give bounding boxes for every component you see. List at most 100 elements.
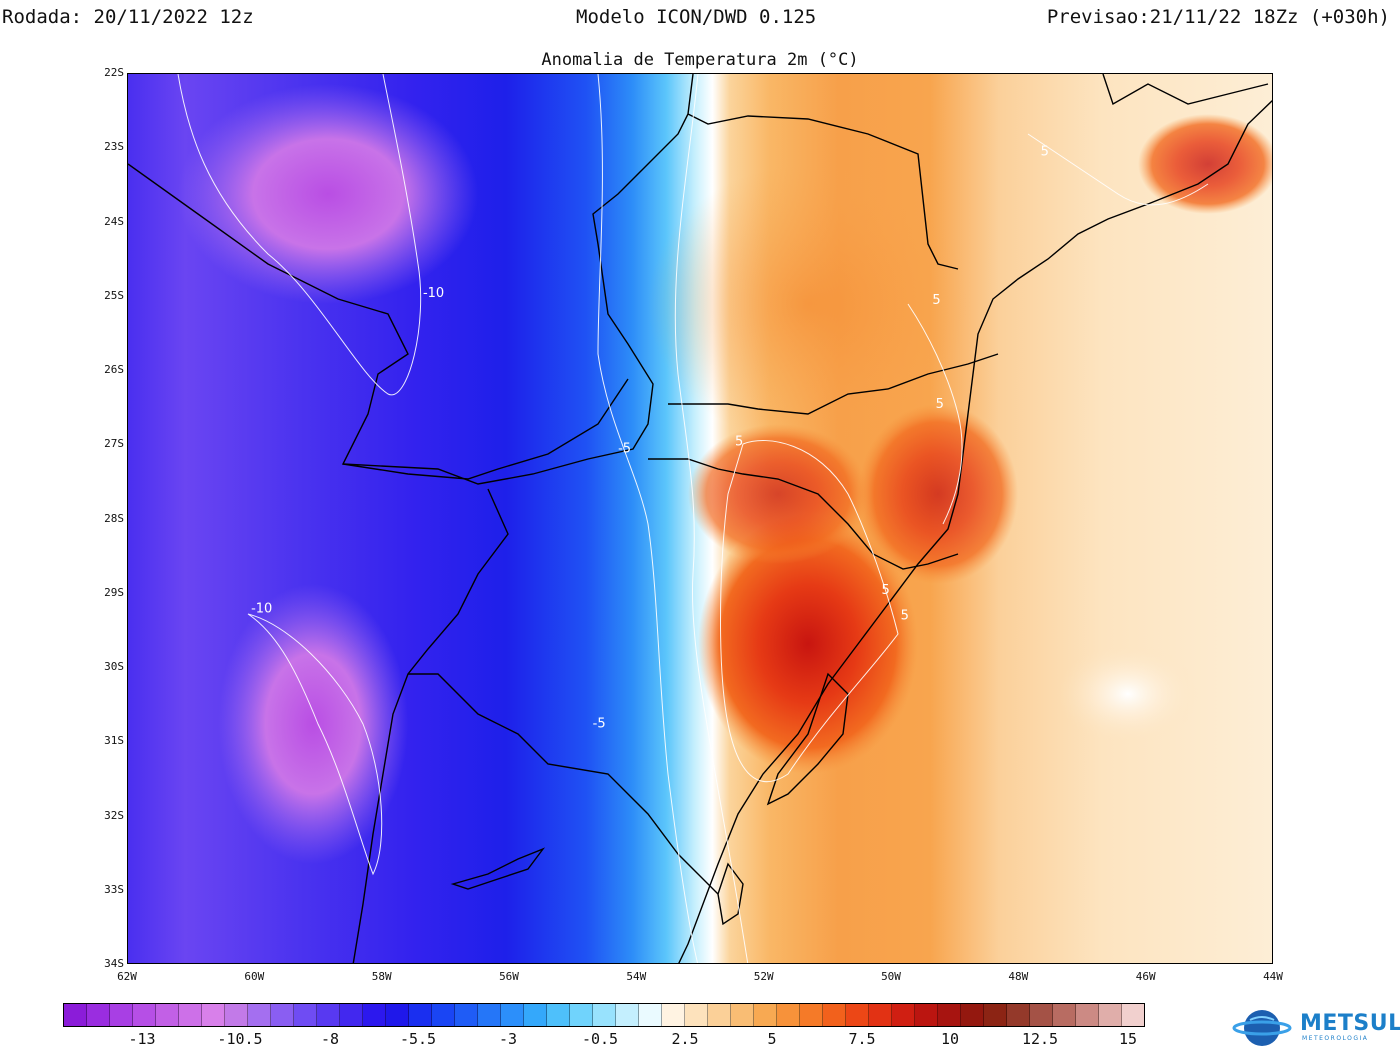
colorbar	[63, 1003, 1145, 1027]
colorbar-cell	[892, 1004, 915, 1026]
colorbar-tick-label: 7.5	[848, 1030, 876, 1048]
colorbar-cell	[662, 1004, 685, 1026]
globe-icon	[1232, 1010, 1292, 1046]
colorbar-cell	[547, 1004, 570, 1026]
anomaly-map: -10 -10 -5 -5 5 5 5 5 5 5	[127, 73, 1273, 964]
cold-core-north	[178, 84, 478, 304]
contour-label: 5	[735, 434, 743, 449]
contour-plus5-coast	[907, 303, 963, 525]
lat-tick-label: 31S	[104, 734, 124, 748]
colorbar-tick-label: 2.5	[671, 1030, 699, 1048]
colorbar-cell	[731, 1004, 754, 1026]
lat-tick-label: 32S	[104, 808, 124, 822]
lat-tick-label: 23S	[104, 140, 124, 154]
colorbar-cell	[754, 1004, 777, 1026]
contour-label: 5	[1041, 145, 1049, 160]
forecast-time-label: Previsao:21/11/22 18Zz (+030h)	[1046, 6, 1390, 28]
colorbar-cell	[271, 1004, 294, 1026]
warm-core-center	[688, 424, 868, 564]
colorbar-cell	[202, 1004, 225, 1026]
logo-subtitle: METEOROLOGIA	[1302, 1035, 1369, 1042]
border-paraguay	[128, 74, 694, 485]
colorbar-tick-label: -13	[128, 1030, 156, 1048]
colorbar-cell	[1007, 1004, 1030, 1026]
colorbar-cell	[593, 1004, 616, 1026]
colorbar-cell	[616, 1004, 639, 1026]
colorbar-cell	[961, 1004, 984, 1026]
map-title: Anomalia de Temperatura 2m (°C)	[541, 50, 859, 70]
colorbar-cell	[1099, 1004, 1122, 1026]
colorbar-tick-label: -0.5	[581, 1030, 619, 1048]
lat-tick-label: 22S	[104, 66, 124, 79]
border-sc-pr	[668, 353, 999, 415]
colorbar-cell	[225, 1004, 248, 1026]
colorbar-cell	[340, 1004, 363, 1026]
colorbar-cell	[179, 1004, 202, 1026]
warm-area-north	[648, 164, 968, 444]
colorbar-cell	[110, 1004, 133, 1026]
lon-tick-label: 54W	[626, 970, 647, 983]
lon-tick-label: 60W	[244, 970, 265, 983]
contour-label: -5	[618, 442, 631, 457]
colorbar-cell	[432, 1004, 455, 1026]
lon-tick-label: 48W	[1008, 970, 1029, 983]
lat-tick-label: 28S	[104, 511, 124, 525]
coastline	[678, 99, 1272, 963]
colorbar-cell	[984, 1004, 1007, 1026]
colorbar-cell	[133, 1004, 156, 1026]
lat-tick-label: 33S	[104, 882, 124, 896]
lon-tick-label: 44W	[1263, 970, 1283, 983]
colorbar-cell	[455, 1004, 478, 1026]
contour-plus5-northeast	[1027, 133, 1209, 206]
lat-tick-label: 29S	[104, 585, 124, 599]
colorbar-tick-label: -8	[320, 1030, 340, 1048]
colorbar-cell	[915, 1004, 938, 1026]
colorbar-cell	[639, 1004, 662, 1026]
contour-label: -5	[593, 716, 606, 731]
colorbar-cell	[156, 1004, 179, 1026]
colorbar-cell	[248, 1004, 271, 1026]
colorbar-cell	[938, 1004, 961, 1026]
colorbar-cell	[570, 1004, 593, 1026]
colorbar-tick-label: -10.5	[217, 1030, 263, 1048]
model-label: Modelo ICON/DWD 0.125	[576, 6, 817, 28]
colorbar-cell	[1053, 1004, 1076, 1026]
colorbar-cell	[777, 1004, 800, 1026]
warm-core-coast	[858, 404, 1018, 584]
border-sp-mg	[1102, 74, 1269, 106]
contour-minus10-south	[247, 613, 383, 876]
border-misiones	[342, 378, 629, 480]
colorbar-tick-label: -5.5	[399, 1030, 437, 1048]
colorbar-cell	[685, 1004, 708, 1026]
lagoa-mirim	[717, 862, 744, 926]
contour-plus5-south	[720, 440, 899, 783]
contour-label: 5	[932, 293, 940, 308]
border-pr-sp	[687, 113, 959, 270]
colorbar-cell	[524, 1004, 547, 1026]
warm-core-northeast	[1138, 114, 1272, 214]
contour-label: 5	[881, 583, 889, 598]
colorbar-cell	[363, 1004, 386, 1026]
cold-core-south	[218, 584, 408, 864]
contour-minus5	[597, 74, 699, 963]
lat-tick-label: 30S	[104, 660, 124, 673]
colorbar-cell	[1122, 1004, 1144, 1026]
colorbar-tick-label: 5	[767, 1030, 777, 1048]
colorbar-cell	[317, 1004, 340, 1026]
colorbar-cell	[1030, 1004, 1053, 1026]
neutral-area-ocean	[1058, 644, 1198, 744]
warm-core-south	[698, 514, 918, 774]
colorbar-cell	[501, 1004, 524, 1026]
colorbar-tick-label: 10	[940, 1030, 960, 1048]
contour-minus10-north	[177, 74, 422, 396]
lon-tick-label: 50W	[881, 970, 901, 983]
colorbar-cell	[846, 1004, 869, 1026]
contour-label: -10	[423, 286, 444, 301]
colorbar-tick-label: -3	[498, 1030, 518, 1048]
logo-name: METSUL	[1300, 1011, 1400, 1036]
lon-tick-label: 62W	[117, 970, 137, 983]
contour-label: -10	[251, 601, 272, 616]
contour-lines	[177, 74, 1209, 963]
